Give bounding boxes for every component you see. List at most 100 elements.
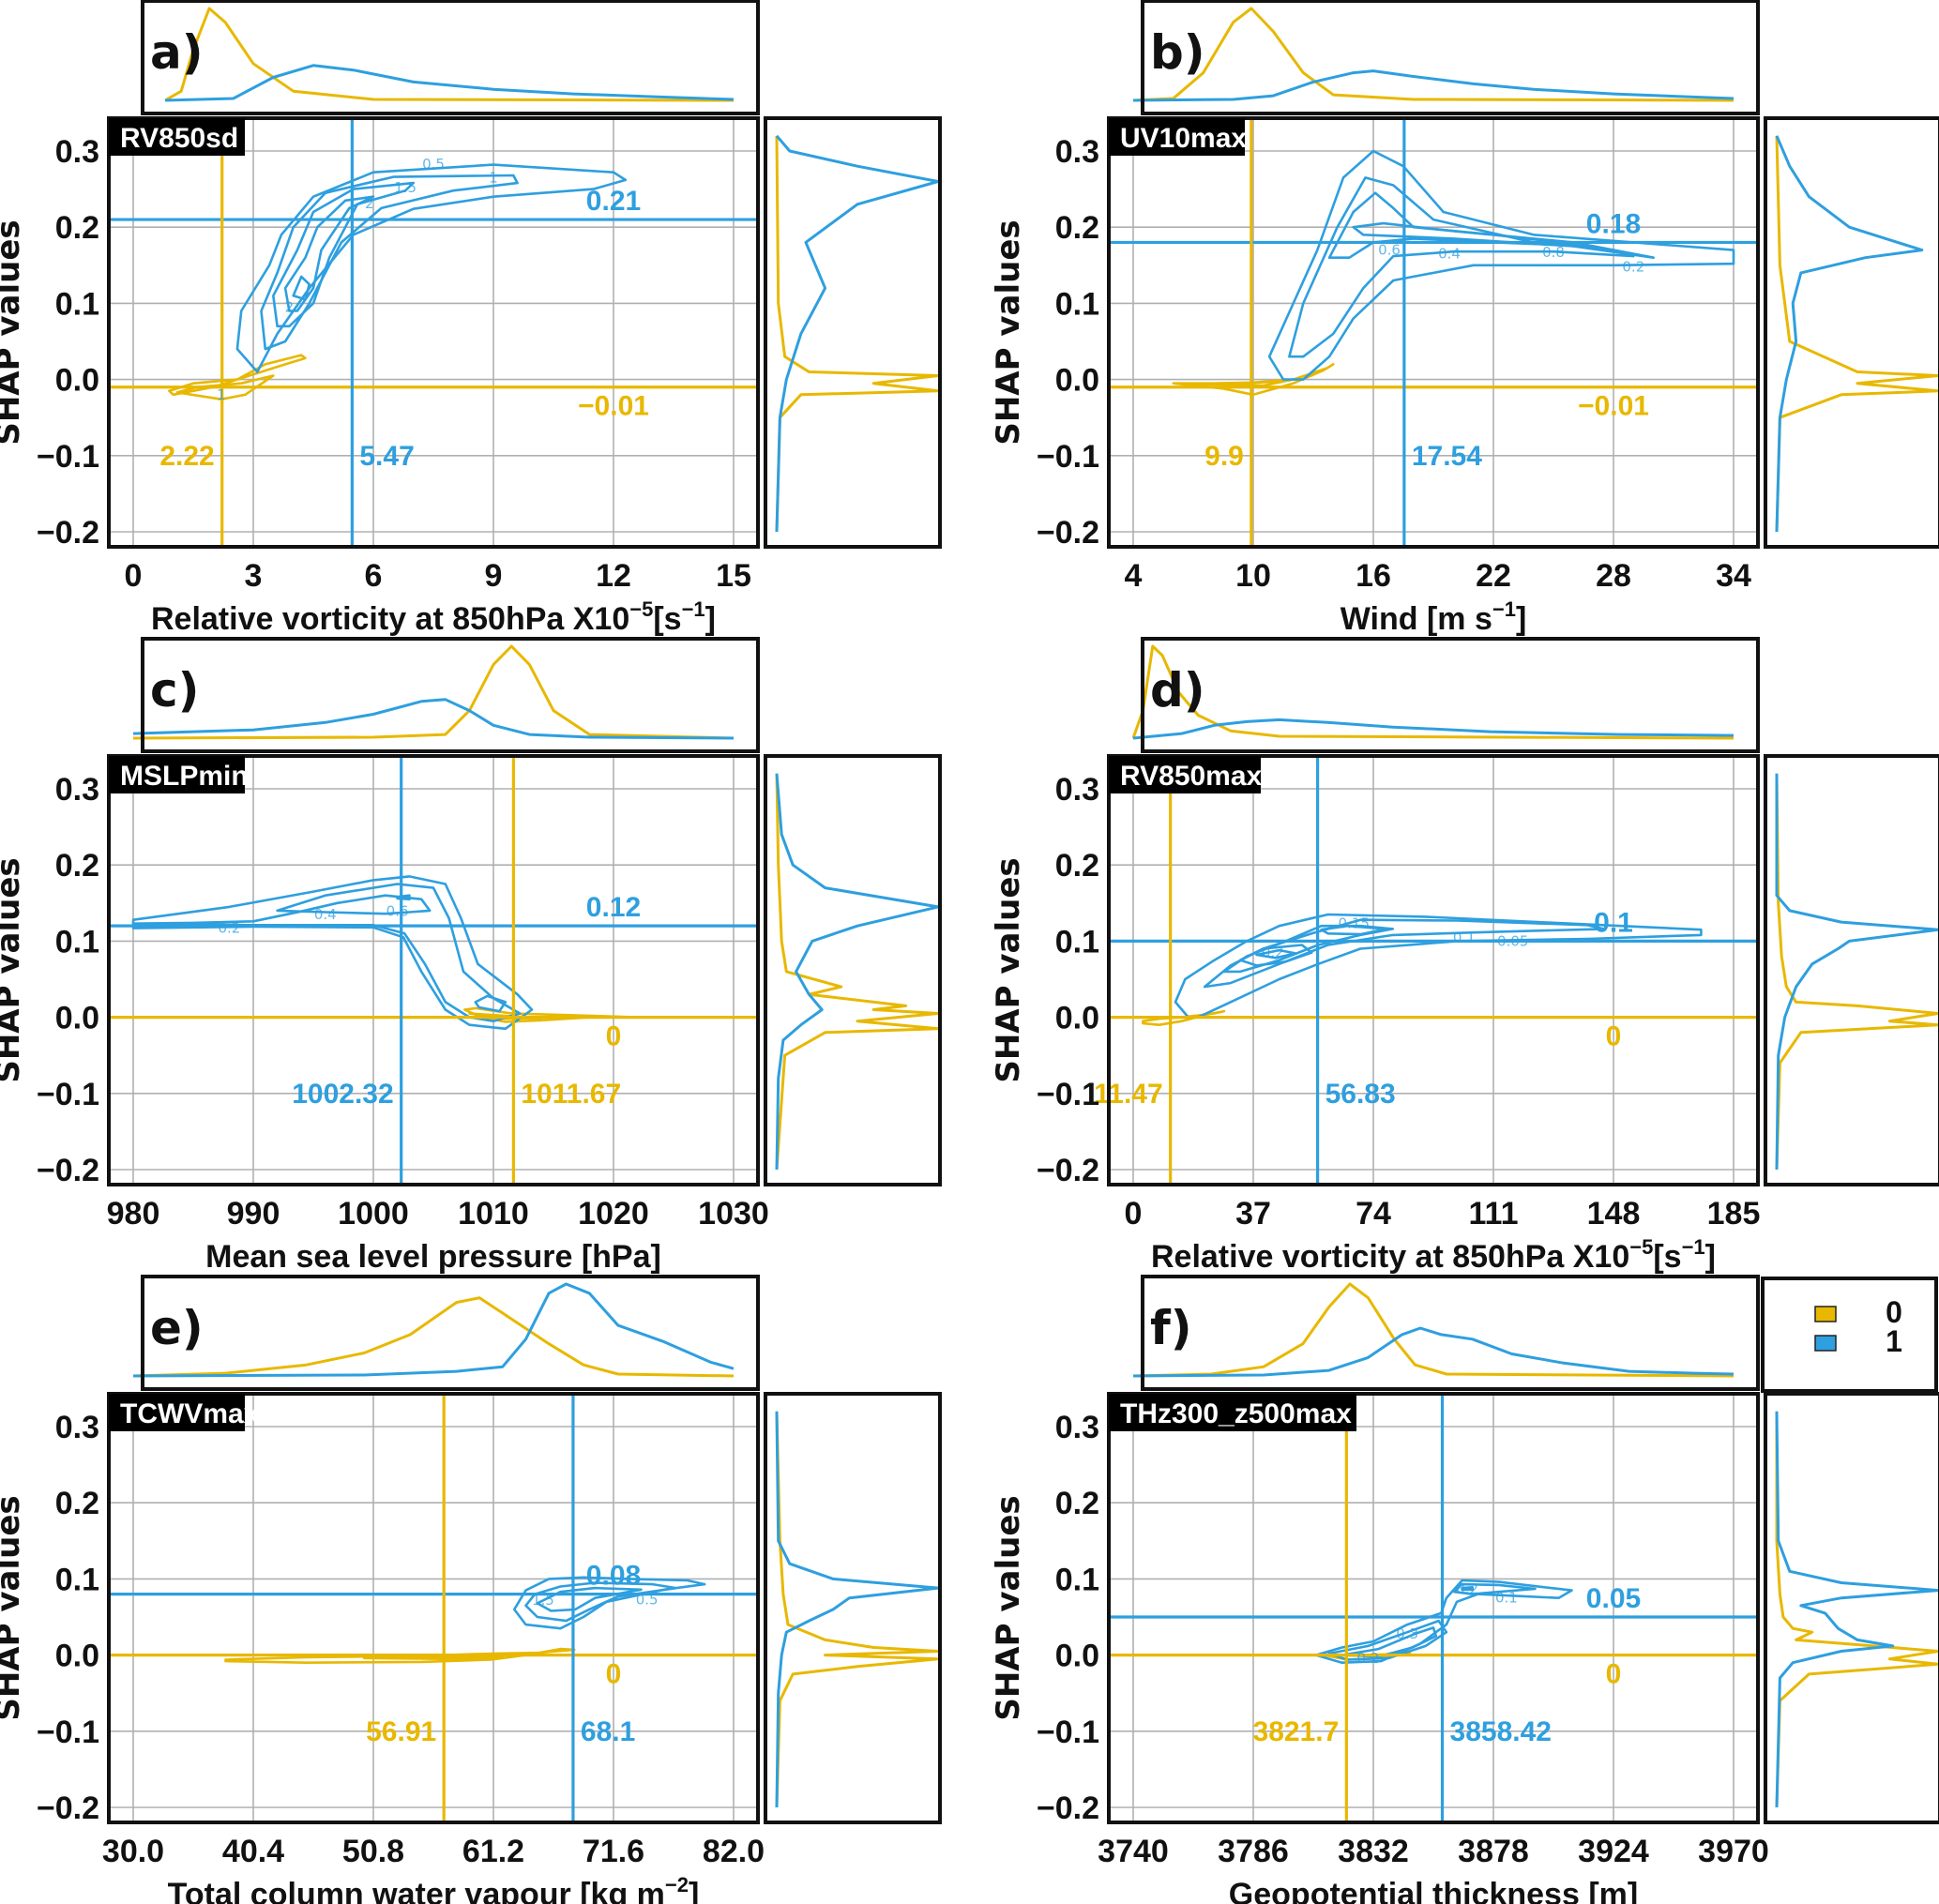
median-lines xyxy=(109,1394,758,1822)
y-tick-label: −0.2 xyxy=(1037,1791,1099,1826)
y-tick-label: 0.2 xyxy=(1055,848,1099,884)
median-x-label-class1: 5.47 xyxy=(359,441,414,472)
y-tick-label: 0.0 xyxy=(55,1639,99,1674)
main-axes-frame xyxy=(1107,116,1760,549)
contours xyxy=(131,875,639,1031)
legend-frame xyxy=(1761,1277,1938,1393)
kde-top-class0 xyxy=(1131,644,1734,740)
x-label-sup: −2 xyxy=(665,1873,689,1896)
median-y-label-class0: −0.01 xyxy=(578,391,649,422)
contour-class1 xyxy=(1314,1579,1573,1664)
right-marginal xyxy=(764,1392,942,1824)
kde-right-class0 xyxy=(775,773,940,1171)
contour-label: 0.4 xyxy=(1438,246,1461,263)
panel-a: 0.5 1 1.5 2 2 1 0.21 −0.01 2.22 5.47 RV850sd 0.3 0.2… xyxy=(0,0,942,637)
median-lines xyxy=(109,756,758,1185)
x-label-text: [s xyxy=(1653,1239,1681,1275)
legend-label-0: 0 xyxy=(1886,1295,1902,1329)
y-axis-label: SHAP values xyxy=(0,1495,27,1720)
top-marginal: a) xyxy=(141,0,760,115)
contour-label: 0.3 xyxy=(1396,1625,1418,1642)
y-tick-label: 0.3 xyxy=(1055,134,1099,170)
x-tick-label: 111 xyxy=(1469,1196,1519,1232)
contours xyxy=(168,163,628,400)
median-y-label-class0: 0 xyxy=(606,1021,622,1052)
y-tick-label: −0.2 xyxy=(37,515,99,551)
x-tick-label: 71.6 xyxy=(583,1834,644,1869)
y-axis-label: SHAP values xyxy=(0,857,27,1082)
contours xyxy=(1172,149,1735,397)
y-tick-label: 0.1 xyxy=(1055,924,1099,960)
y-tick-label: 0.0 xyxy=(55,1001,99,1036)
contour-label: 0.15 xyxy=(1339,915,1370,932)
x-label-sup: −1 xyxy=(1492,597,1516,621)
contour-class1 xyxy=(131,875,534,1031)
median-x-label-class1: 17.54 xyxy=(1412,441,1482,472)
top-marginal: b) xyxy=(1132,0,1760,115)
y-tick-label: −0.2 xyxy=(1037,515,1099,551)
median-lines xyxy=(1109,1394,1758,1822)
x-tick-label: 12 xyxy=(596,558,631,594)
contour-label: 1.5 xyxy=(394,179,417,196)
panel-f: 0.2 0.1 0.3 0.2 0.05 0 3821.7 3858.42 THz300_z50… xyxy=(990,1275,1939,1904)
y-tick-label: 0.1 xyxy=(55,1562,99,1597)
median-y-label-class1: 0.08 xyxy=(586,1561,641,1592)
contour-class1 xyxy=(396,894,411,900)
right-marginal xyxy=(1764,1392,1939,1824)
y-tick-label: 0.3 xyxy=(55,1410,99,1445)
x-tick-label: 1020 xyxy=(578,1196,649,1232)
x-tick-label: 185 xyxy=(1707,1196,1761,1232)
y-tick-label: −0.1 xyxy=(37,1077,99,1112)
main-axes-frame xyxy=(107,1392,760,1824)
x-axis-label: Relative vorticity at 850hPa X10−5[s−1] xyxy=(151,597,716,637)
variable-tag-bg xyxy=(1109,1394,1356,1431)
contour-class1 xyxy=(1238,944,1313,967)
y-tick-label: 0.0 xyxy=(1055,363,1099,399)
contour-label: 0.2 xyxy=(1622,258,1644,275)
y-tick-label: 0.0 xyxy=(1055,1001,1099,1036)
panel-letter: d) xyxy=(1150,663,1205,718)
kde-top-class0 xyxy=(1132,7,1734,102)
x-tick-label: 37 xyxy=(1235,1196,1271,1232)
kde-top-class1 xyxy=(1132,69,1734,102)
x-axis-label: Geopotential thickness [m] xyxy=(1229,1877,1638,1904)
contour-label: 2 xyxy=(365,195,374,212)
x-tick-label: 30.0 xyxy=(102,1834,164,1869)
contour-class1 xyxy=(131,883,522,1022)
y-tick-label: −0.2 xyxy=(37,1153,99,1188)
y-axis-label: SHAP values xyxy=(990,1495,1027,1720)
main-axes-frame xyxy=(1107,754,1760,1186)
contour-class1 xyxy=(272,181,415,328)
x-axis-label: Total column water vapour [kg m−2] xyxy=(168,1873,700,1904)
contour-class1 xyxy=(1174,913,1703,1019)
median-x-label-class0: 11.47 xyxy=(1094,1079,1162,1110)
grid xyxy=(1109,1394,1758,1822)
main-axes-frame xyxy=(107,116,760,549)
contour-label: 0.05 xyxy=(1497,932,1528,949)
top-marginal: e) xyxy=(132,1275,760,1391)
y-tick-label: 0.0 xyxy=(55,363,99,399)
kde-top-class1 xyxy=(1132,1326,1734,1378)
variable-tag-bg xyxy=(109,1394,245,1431)
y-tick-label: −0.2 xyxy=(1037,1153,1099,1188)
x-label-sup: −5 xyxy=(629,597,653,621)
median-x-label-class0: 1011.67 xyxy=(521,1079,621,1110)
x-tick-label: 980 xyxy=(107,1196,160,1232)
x-tick-label: 22 xyxy=(1476,558,1511,594)
y-tick-label: 0.1 xyxy=(1055,286,1099,322)
x-label-text: ] xyxy=(1516,601,1526,637)
contour-class1 xyxy=(1461,1586,1474,1592)
median-y-label-class1: 0.21 xyxy=(586,186,641,217)
median-x-label-class0: 9.9 xyxy=(1204,441,1244,472)
kde-top-class0 xyxy=(132,644,735,740)
contour-label: 0.1 xyxy=(1495,1590,1518,1607)
y-tick-label: −0.1 xyxy=(1037,439,1099,475)
variable-tag-bg xyxy=(1109,118,1245,156)
contour-label: 0.4 xyxy=(314,906,337,923)
grid xyxy=(1109,756,1758,1185)
y-tick-label: 0.2 xyxy=(1055,1486,1099,1521)
contour-label: 2 xyxy=(285,298,295,315)
x-tick-label: 3 xyxy=(245,558,263,594)
median-y-label-class1: 0.12 xyxy=(586,892,641,923)
